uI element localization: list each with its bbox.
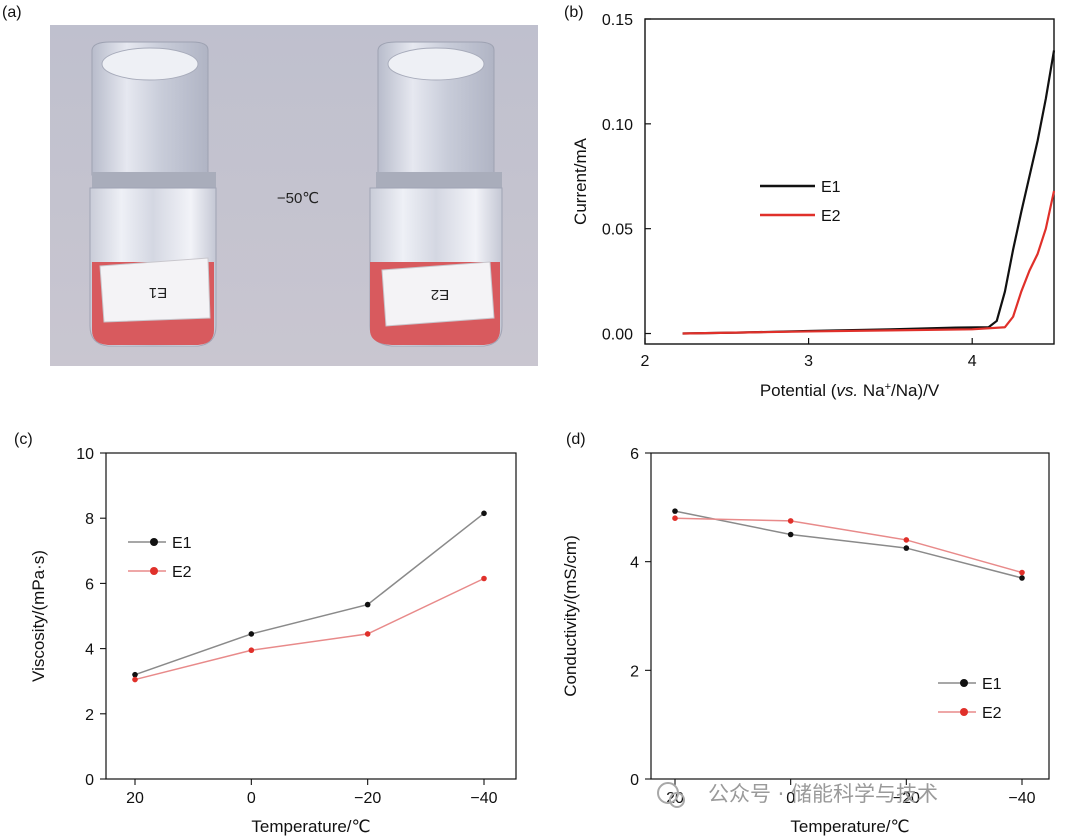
- chart-d-legend-marker: [960, 708, 968, 716]
- chart-b-frame: [644, 18, 1055, 345]
- chart-b-xtick-label: 4: [968, 353, 977, 370]
- chart-b-xlabel-part: /Na)/V: [891, 381, 940, 400]
- chart-b-xlabel: Potential (vs. Na+/Na)/V: [760, 381, 940, 400]
- chart-b-xlabel-part: Na: [858, 381, 885, 400]
- vial-e1-label: E1: [149, 284, 167, 301]
- chart-c-legend-label: E1: [172, 535, 192, 552]
- chart-b-xtick-label: 2: [641, 353, 650, 370]
- chart-b-series-e2-line: [682, 190, 1056, 335]
- chart-d-series-e1-line: [674, 510, 1023, 579]
- chart-d-series-e1-point: [903, 545, 910, 551]
- chart-d-legend-label: E1: [982, 676, 1002, 693]
- chart-c-series-e1-point: [364, 601, 371, 608]
- vials-photo: E1 E2 −50℃: [50, 25, 538, 366]
- chart-d-series-e1-point: [672, 508, 678, 514]
- chart-d-series-e2-point: [672, 515, 678, 521]
- chart-d-legend-marker: [960, 679, 968, 687]
- chart-c-legend-marker: [150, 567, 158, 575]
- chart-b-xlabel-part: vs.: [836, 381, 858, 400]
- chart-b-xlabel-part: Potential (: [760, 381, 837, 400]
- chart-d-xtick-label: 0: [786, 790, 795, 807]
- chart-c-series-e1-point: [248, 631, 255, 637]
- chart-b-ytick-label: 0.00: [602, 327, 633, 344]
- panel-a-label: (a): [2, 4, 22, 21]
- watermark: 公众号 · 储能科学与技术: [657, 782, 938, 808]
- chart-d-frame: [650, 452, 1050, 780]
- chart-c-xtick-label: 0: [247, 790, 256, 807]
- chart-b-ytick-label: 0.15: [602, 12, 633, 29]
- chart-d-series-e2-point: [903, 537, 910, 543]
- chart-b-legend-label: E2: [821, 208, 841, 225]
- chart-b-ytick-label: 0.10: [602, 117, 633, 134]
- chart-b-ylabel: Current/mA: [571, 137, 590, 225]
- chart-c-ytick-label: 10: [76, 446, 94, 463]
- chart-d-series-e1-point: [787, 531, 794, 538]
- chart-c-xtick-label: −20: [354, 790, 381, 807]
- watermark-logo-icon-2: [669, 792, 685, 808]
- chart-d-ylabel: Conductivity/(mS/cm): [561, 535, 580, 697]
- vial-e2-label: E2: [431, 286, 449, 303]
- chart-c-series-e1-point: [132, 671, 138, 678]
- chart-c-frame: [105, 452, 517, 780]
- chart-c-legend-label: E2: [172, 564, 192, 581]
- chart-c-ylabel: Viscosity/(mPa·s): [29, 550, 48, 682]
- chart-d-series-e2-point: [1019, 569, 1025, 576]
- watermark-text: 公众号 · 储能科学与技术: [708, 782, 938, 806]
- chart-d-ytick-label: 2: [630, 663, 639, 680]
- chart-c-series-e2-line: [134, 577, 485, 681]
- chart-b: 2 3 4 0.00 0.05 0.10 0.15 Potential (vs. Na+/Na…: [571, 12, 1056, 400]
- chart-c-series-e2-point: [132, 676, 138, 683]
- chart-c-ytick-label: 0: [85, 772, 94, 789]
- chart-c-series-e2-point: [481, 575, 487, 582]
- chart-d-xlabel: Temperature/℃: [790, 817, 909, 836]
- chart-d-xtick-label: −40: [1008, 790, 1035, 807]
- vial-e1: E1: [89, 41, 217, 347]
- chart-b-series-e1-line: [682, 50, 1056, 335]
- panel-b-label: (b): [564, 4, 584, 21]
- vial-e2: E2: [369, 41, 503, 347]
- chart-c-legend-marker: [150, 538, 158, 546]
- chart-c-ytick-label: 6: [85, 576, 94, 593]
- chart-d-ytick-label: 0: [630, 772, 639, 789]
- chart-c-xlabel: Temperature/℃: [251, 817, 370, 836]
- chart-c-series-e1-line: [134, 512, 485, 676]
- chart-c-xtick-label: 20: [126, 790, 144, 807]
- chart-d-series-e1-point: [1019, 575, 1025, 581]
- chart-c-series-e2-point: [248, 647, 255, 654]
- chart-c-ytick-label: 4: [85, 642, 94, 659]
- panel-c-label: (c): [14, 431, 33, 448]
- chart-c-series-e2-point: [364, 631, 371, 637]
- chart-c-ytick-label: 8: [85, 511, 94, 528]
- chart-b-legend-label: E1: [821, 179, 841, 196]
- chart-b-xtick-label: 3: [804, 353, 813, 370]
- panel-d-label: (d): [566, 431, 586, 448]
- temperature-label: −50℃: [277, 190, 319, 207]
- chart-d-xtick-label: −20: [893, 790, 920, 807]
- chart-c-xtick-label: −40: [470, 790, 497, 807]
- chart-d-series-e2-line: [674, 517, 1023, 574]
- chart-c-ytick-label: 2: [85, 707, 94, 724]
- chart-d-ytick-label: 6: [630, 446, 639, 463]
- chart-d-series-e2-point: [787, 518, 794, 524]
- chart-d: 20 0 −20 −400246Temperature/℃Conductivity/(…: [561, 446, 1050, 836]
- chart-c-series-e1-point: [481, 510, 487, 517]
- chart-d-legend-label: E2: [982, 705, 1002, 722]
- chart-d-ytick-label: 4: [630, 555, 639, 572]
- chart-b-xlabel-part: +: [885, 381, 891, 393]
- chart-c: 20 0 −20 −40 0 2 4 6 8 10 Temperature/℃ Viscosity/(…: [29, 446, 517, 836]
- chart-b-ytick-label: 0.05: [602, 222, 633, 239]
